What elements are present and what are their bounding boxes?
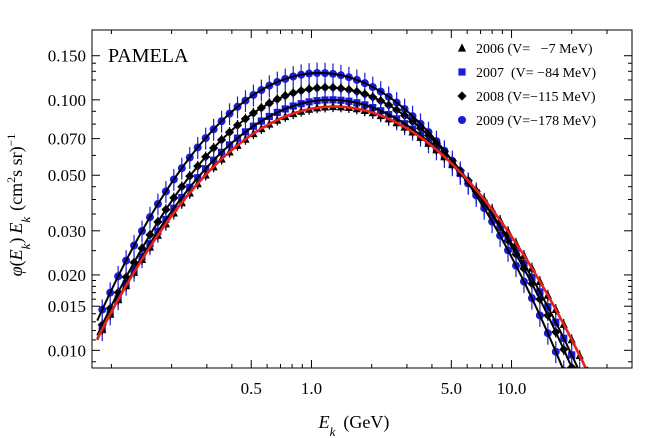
legend-label: 2009 (V=−178 MeV) [476, 114, 596, 129]
series-2-fit-line [96, 98, 579, 368]
series-1-fit-line [96, 105, 588, 368]
legend-entry-3: 2008 (V=−115 MeV) [457, 90, 596, 105]
legend-marker [457, 43, 467, 52]
y-tick-label: 0.010 [48, 341, 86, 360]
legend-label: 2008 (V=−115 MeV) [476, 90, 596, 105]
data-point [575, 381, 584, 390]
y-axis-title: φ(Ek)Ek(cm2s sr)−1 [4, 134, 33, 277]
plot-frame [91, 29, 633, 369]
y-tick-label: 0.015 [48, 297, 86, 316]
x-axis-title: Ek (GeV) [318, 412, 390, 438]
series-3-fit-line [96, 86, 574, 368]
legend-entry-4: 2009 (V=−178 MeV) [458, 114, 596, 129]
annotation-pamela: PAMELA [108, 45, 189, 67]
y-tick-label: 0.070 [48, 130, 86, 149]
data-point [568, 387, 576, 395]
y-tick-label: 0.030 [48, 222, 86, 241]
legend-marker [458, 68, 466, 76]
data-point [583, 400, 592, 409]
legend: 2006 (V= −7 MeV) 2007 (V= −84 MeV) 2008 (V… [457, 42, 596, 129]
data-point [576, 407, 584, 415]
legend-label: 2006 (V= −7 MeV) [476, 42, 593, 57]
legend-label: 2007 (V= −84 MeV) [476, 66, 596, 81]
x-tick-label: 0.5 [241, 379, 262, 398]
data-point [576, 368, 583, 375]
x-tick-label: 1.0 [301, 379, 322, 398]
x-tick-label: 5.0 [441, 379, 462, 398]
data-point [584, 428, 592, 436]
y-tick-label: 0.050 [48, 166, 86, 185]
data-point [587, 367, 588, 368]
legend-marker [458, 116, 466, 124]
data-point [584, 386, 591, 393]
legend-entry-2: 2007 (V= −84 MeV) [458, 66, 596, 81]
x-tick-label: 10.0 [497, 379, 527, 398]
series-1-markers [98, 101, 589, 368]
y-tick-label: 0.020 [48, 266, 86, 285]
series-4-fit-line [96, 71, 564, 368]
plot-area [96, 62, 592, 436]
y-tick-label: 0.100 [48, 91, 86, 110]
axis-ticks: 0.5 1.0 5.0 10.0 0.010 0.015 0.020 0.030 0.050 0.… [48, 30, 632, 398]
y-tick-label: 0.150 [48, 47, 86, 66]
legend-entry-1: 2006 (V= −7 MeV) [457, 42, 593, 57]
legend-marker [457, 91, 467, 101]
